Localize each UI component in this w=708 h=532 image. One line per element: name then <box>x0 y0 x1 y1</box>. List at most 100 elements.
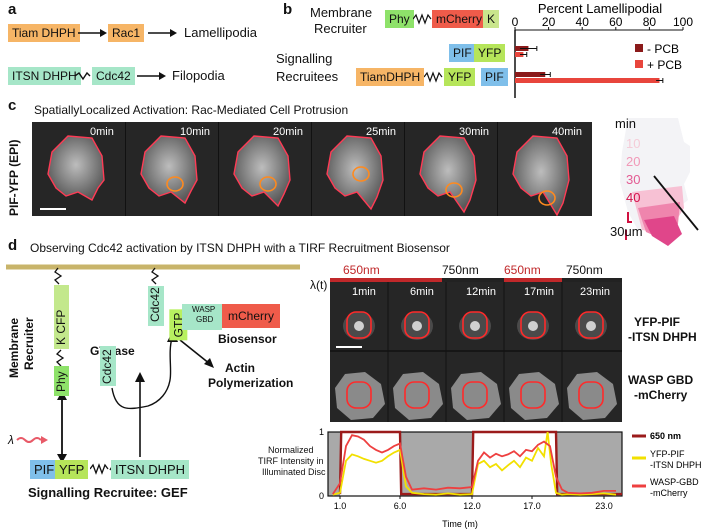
tirf-roi <box>346 381 372 409</box>
plot-dark-interval <box>400 432 472 496</box>
bar-legend-label: - PCB <box>647 42 679 56</box>
bar-1-0 <box>515 72 546 77</box>
frame-time-0: 0min <box>90 126 114 138</box>
series-line-1 <box>332 431 617 496</box>
signalling-label-line2: Recruitees <box>276 69 339 84</box>
tirf-time-0: 1min <box>352 286 376 298</box>
frame-time-2: 20min <box>273 126 303 138</box>
frame-time-1: 10min <box>180 126 210 138</box>
roi-circle <box>352 166 370 182</box>
tirf-roi <box>462 311 488 339</box>
bar-chart-title: Percent Lamellipodial <box>538 1 662 16</box>
plot-dark-interval <box>328 432 340 496</box>
pif-box-2: PIF <box>481 68 508 86</box>
cell-body <box>419 135 477 214</box>
wasp-label-line1: WASP <box>192 305 216 314</box>
arrow-icon <box>137 72 166 80</box>
mcherry-biosensor-box: mCherry <box>222 304 281 328</box>
k-box: K <box>483 10 500 28</box>
bar-x-tick-label: 60 <box>609 15 623 29</box>
membrane-label-line1: Membrane <box>310 5 373 20</box>
cell-body <box>140 135 198 205</box>
tirf-hotspot <box>586 321 596 331</box>
kcfp-label: K CFP <box>54 309 68 345</box>
tirf-roi <box>346 311 372 339</box>
x-tick-label: 17.0 <box>523 501 541 511</box>
phy-box: Phy <box>385 10 414 28</box>
illumination-650-bar-1 <box>330 278 442 282</box>
panel-c-ylabel: PIF-YFP (EPI) <box>7 139 21 216</box>
bar-0-1 <box>515 52 524 57</box>
tirf-hotspot <box>354 321 364 331</box>
cell-body <box>326 135 384 211</box>
plot-ylabel-line1: Normalized <box>268 445 314 455</box>
wavelength-750-1: 750nm <box>442 263 479 277</box>
series-line-2 <box>332 434 616 495</box>
cdc42-top-box <box>148 286 164 326</box>
legend-40: 40 <box>626 190 641 205</box>
x-tick-label: 23.0 <box>595 501 613 511</box>
tirf-roi <box>404 311 430 339</box>
illumination-750-bar-1 <box>442 278 504 282</box>
panel-a-label: a <box>8 1 17 18</box>
tirf-roi <box>520 381 546 409</box>
line-legend-label: YFP-PIF <box>650 449 685 459</box>
frame-0 <box>32 122 126 216</box>
tirf-cell-mcherry <box>335 372 385 420</box>
recruitee-pif-box: PIF <box>30 460 59 479</box>
overlay-scale-label: 30um <box>610 224 643 239</box>
yfp-box: YFP <box>474 44 506 62</box>
wavelength-650-2: 650nm <box>504 263 541 277</box>
filopodia-text: Filopodia <box>172 68 225 83</box>
tirf-roi <box>462 381 488 409</box>
illumination-750-bar-2 <box>562 278 622 282</box>
legend-30: 30 <box>626 172 641 187</box>
kcfp-box <box>54 285 69 349</box>
signalling-label-line1: Signalling <box>276 51 333 66</box>
tirf-hotspot <box>470 321 480 331</box>
tirf-cell-mcherry <box>567 372 617 420</box>
lamellipodia-text: Lamellipodia <box>184 25 257 40</box>
bar-x-tick-label: 100 <box>673 15 693 29</box>
tirf-time-4: 23min <box>580 286 610 298</box>
cell-image-strip: 0min 10min 20min 25min 30min 40min <box>32 122 592 216</box>
plot-ylabel-line2: TIRF Intensity in <box>258 456 324 466</box>
tirf-cell-mcherry <box>451 372 501 420</box>
roi-circle <box>166 176 184 192</box>
wavelength-750-2: 750nm <box>566 263 603 277</box>
linker-squiggle-icon <box>90 463 109 475</box>
tirf-roi <box>520 311 546 339</box>
bar-x-tick-label: 80 <box>643 15 657 29</box>
plot-xlabel: Time (m) <box>442 519 478 529</box>
tirf-roi <box>404 381 430 409</box>
x-tick-label: 1.0 <box>334 501 347 511</box>
row2-label-line1: WASP GBD <box>628 373 694 387</box>
rac1-box: Rac1 <box>108 24 145 42</box>
arrow-icon <box>78 29 107 37</box>
tirf-hotspot <box>412 321 422 331</box>
cdc42-free-label: Cdc42 <box>100 349 114 384</box>
x-tick-label: 12.0 <box>463 501 481 511</box>
tirf-cell-mcherry <box>509 372 559 420</box>
linker-squiggle-icon <box>424 71 443 83</box>
row1-label-line1: YFP-PIF <box>634 315 681 329</box>
wavelength-650-1: 650nm <box>343 263 380 277</box>
cell-outlines <box>47 135 570 216</box>
x-tick-label: 6.0 <box>394 501 407 511</box>
bar-legend-swatch <box>635 44 643 52</box>
tirf-time-2: 12min <box>466 286 496 298</box>
bar-x-tick-label: 0 <box>512 15 519 29</box>
frame-time-5: 40min <box>552 126 582 138</box>
yfp-box-2: YFP <box>444 68 476 86</box>
frame-1 <box>125 122 219 216</box>
tirf-scale-bar <box>336 346 362 348</box>
roi-circle <box>538 190 556 206</box>
lambda-t-label: λ(t) <box>310 278 328 292</box>
legend-20: 20 <box>626 154 641 169</box>
frame-2 <box>218 122 312 216</box>
mcherry-box: mCherry <box>432 10 487 28</box>
arrow-icon <box>148 29 177 37</box>
scale-bar <box>40 208 66 210</box>
protrusion-overlay <box>620 118 699 246</box>
tiamdhph-box: TiamDHPH <box>356 68 425 86</box>
